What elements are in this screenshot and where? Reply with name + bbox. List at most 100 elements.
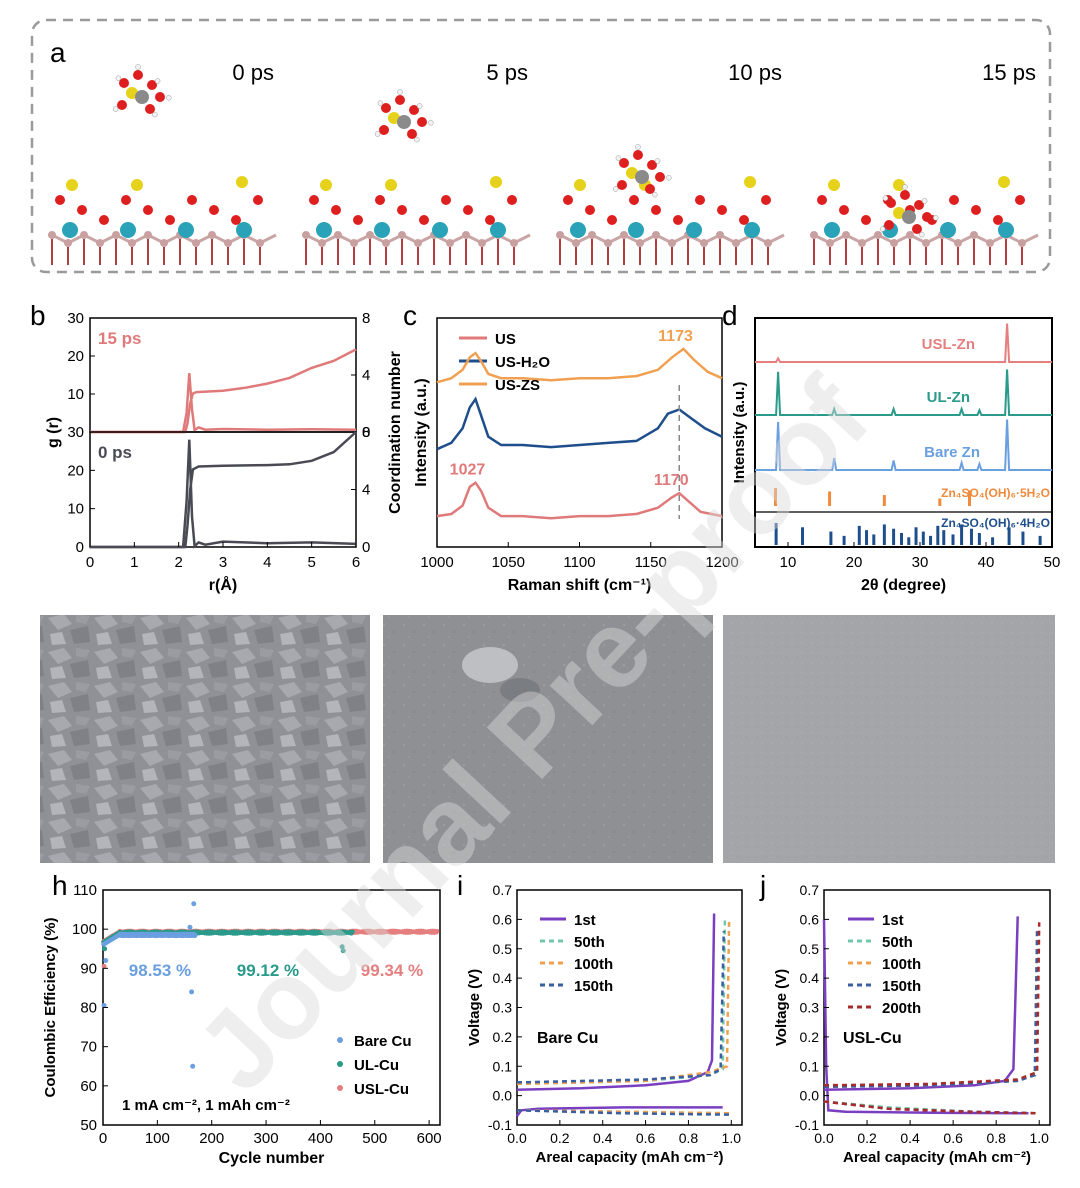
x-tick-label: 6 [352, 554, 360, 571]
panel-label-c: c [403, 300, 417, 331]
carbon-atom [700, 239, 708, 247]
legend-label: 200th [882, 1000, 921, 1017]
x-tick-label: 0.8 [679, 1130, 699, 1146]
carbon-atom [906, 231, 914, 239]
carbon-atom [890, 239, 898, 247]
x-tick-label: 0.2 [857, 1130, 877, 1146]
panel-label-j: j [759, 870, 766, 901]
y-tick-label: 50 [80, 1117, 97, 1134]
x-tick-label: 1100 [563, 554, 595, 571]
series-200th-charge [823, 922, 1041, 1087]
x-tick-label: 400 [308, 1130, 333, 1147]
oxygen-atom [441, 195, 451, 205]
sulfur-atom [126, 87, 138, 99]
md-frame: 5 ps [302, 60, 531, 265]
y2-tick-label: 0 [362, 424, 370, 441]
series-cn-15 ps [90, 348, 357, 434]
oxygen-atom [861, 215, 871, 225]
hydrogen-atom [428, 120, 434, 126]
carbon-atom [224, 239, 232, 247]
oxygen-atom [119, 78, 129, 88]
legend-label: 1st [882, 912, 904, 929]
y-tick-label: -0.1 [795, 1117, 819, 1133]
sulfur-atom [490, 176, 502, 188]
time-label: 5 ps [486, 60, 528, 85]
sem-defect [462, 647, 518, 683]
hydrogen-atom [654, 158, 661, 164]
reference-label: Zn₄SO₄(OH)₆·4H₂O [941, 516, 1050, 530]
carbon-atom [350, 239, 358, 247]
x-tick-label: 300 [254, 1130, 279, 1147]
y2-tick-label: 8 [362, 310, 370, 327]
hydrogen-atom [416, 103, 423, 109]
carbon-atom [478, 239, 486, 247]
oxygen-atom [717, 205, 727, 215]
x-tick-label: 0.4 [593, 1130, 613, 1146]
carbon-atom [842, 231, 850, 239]
legend-label: Bare Cu [354, 1033, 412, 1050]
zn-atom [628, 222, 644, 238]
oxygen-atom [331, 205, 341, 215]
y-tick-label: -0.1 [488, 1117, 512, 1133]
y-axis-label: g (r) [45, 417, 62, 448]
hydrogen-atom [152, 111, 158, 118]
carbon-atom [652, 231, 660, 239]
x-tick-label: 1 [130, 554, 138, 571]
oxygen-atom [886, 198, 896, 208]
y-tick-label: 0.6 [800, 911, 820, 927]
y-axis-label: Intensity (a.u.) [413, 378, 430, 486]
carbon-atom [366, 231, 374, 239]
data-point [350, 929, 355, 934]
panel-label-h: h [52, 870, 68, 901]
carbon-atom [668, 239, 676, 247]
carbon-atom [572, 239, 580, 247]
y2-tick-label: 8 [362, 424, 370, 441]
sulfur-atom [626, 167, 638, 179]
y-tick-label: 0.2 [800, 1029, 820, 1045]
outlier-point [187, 924, 193, 930]
legend-label: UL-Cu [354, 1057, 399, 1074]
zn-atom [744, 222, 760, 238]
y-axis-label: Coulombic Efficiency (%) [42, 917, 59, 1097]
oxygen-atom [375, 195, 385, 205]
zn-ion [397, 115, 411, 129]
carbon-atom [954, 239, 962, 247]
x-tick-label: 10 [780, 554, 797, 571]
time-label: 10 ps [728, 60, 782, 85]
panel-label-i: i [457, 870, 463, 901]
series-1st-charge [516, 913, 716, 1092]
y-tick-label: 110 [73, 882, 97, 899]
outlier-point [103, 958, 109, 963]
series-50th-charge [516, 919, 727, 1086]
x-tick-label: 2 [174, 554, 182, 571]
oxygen-atom [655, 172, 665, 182]
x-tick-label: 1.0 [722, 1130, 742, 1146]
zn-atom [490, 222, 506, 238]
oxygen-atom [739, 215, 749, 225]
oxygen-atom [647, 160, 657, 170]
outlier-point [101, 1003, 107, 1009]
carbon-atom [80, 231, 88, 239]
oxygen-atom [143, 205, 153, 215]
hydrogen-atom [374, 131, 381, 137]
series-50th-charge [823, 931, 1039, 1089]
y-tick-label: 0.7 [800, 882, 820, 898]
oxygen-atom [761, 195, 771, 205]
oxygen-atom [117, 100, 127, 110]
carbon-atom [334, 231, 342, 239]
series-cn-0 ps [90, 431, 357, 549]
sulfur-atom [828, 179, 840, 191]
sem-image-bare-zn [40, 615, 370, 863]
carbon-atom [318, 239, 326, 247]
oxygen-atom [993, 215, 1003, 225]
oxygen-atom [900, 190, 910, 200]
outlier-point [191, 901, 197, 907]
zn-atom [236, 222, 252, 238]
y2-axis-label: Coordination number [387, 351, 404, 514]
carbon-atom [256, 239, 264, 247]
axes-frame [754, 317, 1053, 548]
y-tick-label: 0 [76, 539, 84, 556]
oxygen-atom [463, 205, 473, 215]
md-frame: 0 ps [48, 60, 277, 265]
